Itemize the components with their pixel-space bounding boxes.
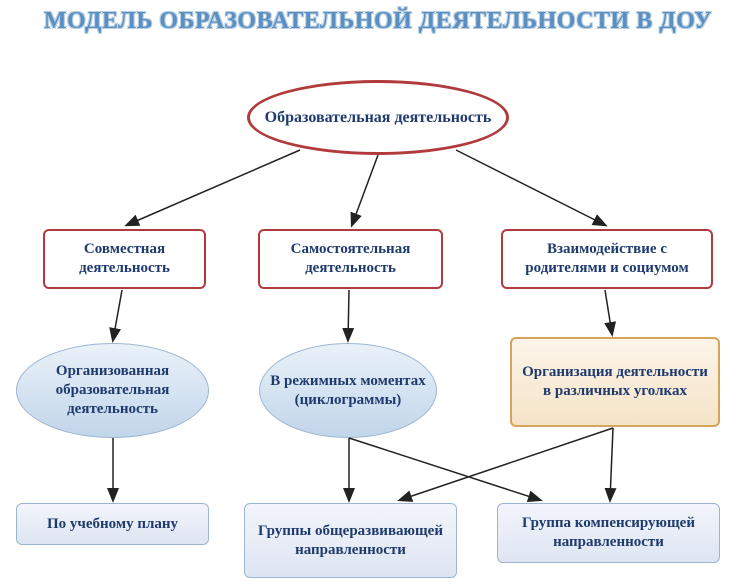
node-root-education: Образовательная деятельность: [247, 80, 509, 155]
node-joint-activity: Совместная деятельность: [43, 229, 206, 289]
node-label: Группа компенсирующей направленности: [506, 514, 711, 552]
node-label: Совместная деятельность: [53, 240, 196, 278]
diagram-title: МОДЕЛЬ ОБРАЗОВАТЕЛЬНОЙ ДЕЯТЕЛЬНОСТИ В ДО…: [0, 8, 756, 35]
node-regime-moments: В режимных моментах (циклограммы): [259, 343, 437, 438]
node-self-activity: Самостоятельная деятельность: [258, 229, 443, 289]
node-organized-activity: Организованная образовательная деятельно…: [16, 343, 209, 438]
node-label: Организация деятельности в различных уго…: [520, 363, 710, 401]
node-general-groups: Группы общеразвивающей направленности: [244, 503, 457, 578]
node-label: Образовательная деятельность: [265, 108, 492, 128]
node-label: Взаимодействие с родителями и социумом: [511, 240, 703, 278]
node-label: Группы общеразвивающей направленности: [253, 522, 448, 560]
node-label: В режимных моментах (циклограммы): [268, 372, 428, 410]
node-compensating-group: Группа компенсирующей направленности: [497, 503, 720, 563]
node-label: Организованная образовательная деятельно…: [25, 362, 200, 418]
node-activity-corners: Организация деятельности в различных уго…: [510, 337, 720, 427]
node-curriculum-plan: По учебному плану: [16, 503, 209, 545]
node-label: Самостоятельная деятельность: [268, 240, 433, 278]
node-label: По учебному плану: [47, 515, 178, 534]
node-parents-interaction: Взаимодействие с родителями и социумом: [501, 229, 713, 289]
